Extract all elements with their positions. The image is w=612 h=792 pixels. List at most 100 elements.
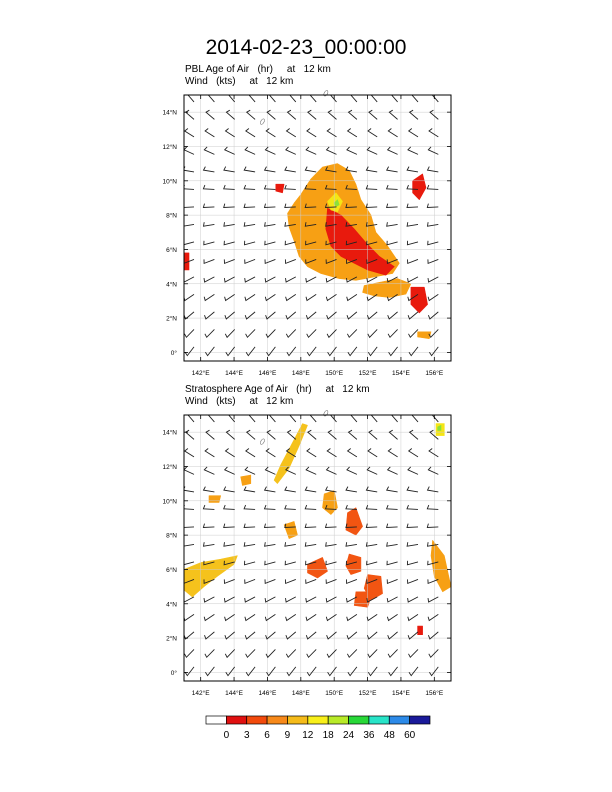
wind-barb — [408, 666, 419, 677]
wind-barb — [387, 128, 398, 138]
wind-barb — [223, 596, 235, 603]
wind-barb — [345, 240, 358, 246]
wind-barb — [202, 486, 215, 493]
age-patch — [410, 286, 428, 314]
wind-barb — [244, 146, 256, 155]
wind-barb — [289, 415, 297, 423]
wind-barb — [386, 294, 398, 302]
wind-barb — [427, 631, 439, 640]
wind-barb — [365, 203, 378, 208]
wind-barb — [184, 294, 195, 302]
wind-barb — [223, 504, 235, 510]
x-tick-label: 142°E — [192, 369, 210, 377]
strat-title-line1: Stratosphere Age of Air (hr) at 12 km — [185, 384, 370, 395]
wind-barb — [203, 146, 215, 155]
wind-barb — [346, 649, 358, 659]
colorbar-label: 60 — [404, 730, 416, 741]
wind-barb — [289, 95, 297, 103]
wind-barb — [285, 294, 297, 302]
x-tick-label: 156°E — [425, 369, 443, 377]
gridlines — [184, 95, 451, 361]
wind-barb — [326, 649, 337, 659]
wind-barb — [184, 128, 195, 138]
wind-barb — [184, 429, 195, 440]
wind-barb — [184, 649, 195, 659]
wind-barb — [408, 429, 419, 440]
wind-barb — [202, 203, 215, 208]
wind-barb — [307, 429, 317, 440]
wind-barb — [225, 429, 235, 440]
wind-barb — [306, 649, 317, 659]
wind-barb — [203, 258, 215, 265]
wind-barb — [248, 415, 256, 423]
wind-barb — [224, 614, 235, 622]
wind-barb — [367, 329, 378, 339]
wind-barb — [305, 276, 317, 283]
wind-barb — [427, 466, 439, 475]
wind-barb — [203, 466, 215, 475]
wind-barb — [264, 542, 276, 547]
wind-barb — [243, 222, 256, 227]
wind-barb — [365, 523, 378, 528]
wind-barb — [286, 429, 297, 440]
wind-barb — [386, 276, 398, 283]
wind-barb — [304, 203, 317, 208]
wind-barb — [326, 311, 337, 320]
wind-barb — [203, 294, 215, 302]
wind-barb — [184, 203, 195, 208]
wind-barb — [325, 542, 337, 547]
wind-barb — [427, 560, 439, 566]
wind-barb — [263, 486, 276, 493]
wind-barb — [265, 649, 276, 659]
y-tick-label: 8°N — [166, 212, 177, 220]
map-frame — [183, 94, 452, 362]
wind-barb — [406, 184, 419, 190]
wind-barb — [225, 346, 236, 357]
wind-barb — [325, 614, 337, 622]
wind-barb — [304, 523, 317, 528]
wind-barb — [326, 128, 337, 138]
wind-barb — [347, 109, 358, 120]
wind-barb — [385, 504, 398, 510]
wind-barb — [202, 542, 215, 547]
y-tick-label: 4°N — [166, 280, 177, 288]
wind-barb — [407, 294, 419, 302]
wind-barb — [346, 146, 358, 155]
wind-barb — [263, 184, 276, 190]
wind-barb — [406, 166, 419, 173]
wind-barb — [305, 466, 317, 475]
x-tick-label: 152°E — [359, 369, 377, 377]
wind-barb — [406, 222, 419, 227]
wind-barb — [223, 222, 235, 227]
wind-barb — [329, 95, 337, 103]
colorbar-label: 24 — [343, 730, 355, 741]
wind-barb — [265, 329, 276, 339]
wind-barb — [426, 542, 439, 547]
wind-barb — [365, 184, 378, 190]
wind-barb — [244, 240, 256, 246]
wind-barb — [326, 329, 337, 339]
wind-barb — [407, 631, 419, 640]
wind-barb — [408, 346, 419, 357]
wind-barb — [324, 203, 337, 208]
wind-barb — [284, 486, 296, 493]
wind-barb — [264, 146, 276, 155]
wind-barb — [243, 203, 256, 208]
wind-barb — [244, 258, 256, 265]
wind-barb — [264, 596, 276, 603]
wind-barb — [366, 596, 378, 603]
wind-barb — [285, 311, 297, 320]
wind-barb — [427, 276, 439, 283]
wind-barb — [285, 146, 296, 155]
x-tick-label: 146°E — [259, 369, 277, 377]
wind-barb — [223, 523, 235, 528]
wind-barb — [327, 429, 337, 440]
wind-barb — [408, 649, 419, 659]
age-patch — [322, 490, 338, 515]
wind-barb — [202, 166, 215, 173]
wind-barb — [207, 415, 215, 423]
wind-barb — [184, 311, 195, 320]
wind-barb — [427, 614, 439, 622]
wind-barb — [427, 311, 439, 320]
wind-barb — [426, 504, 439, 510]
